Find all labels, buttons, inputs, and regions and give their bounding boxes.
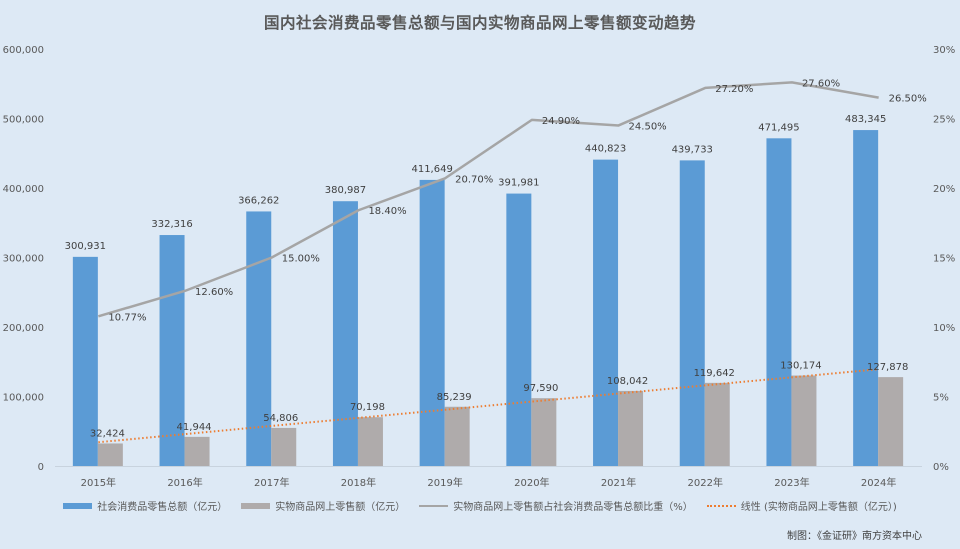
- online-retail-label: 54,806: [263, 413, 298, 424]
- retail-total-label: 300,931: [65, 241, 106, 252]
- linear-trendline: [98, 368, 879, 444]
- online-retail-bar[interactable]: [704, 382, 730, 466]
- right-axis-tick: 30%: [933, 45, 955, 56]
- retail-total-bar[interactable]: [246, 211, 272, 466]
- online-retail-label: 97,590: [523, 383, 558, 394]
- chart-credit: 制图：《金证研》南方资本中心: [787, 531, 922, 542]
- orange-dotted-line-swatch-icon: [706, 504, 736, 507]
- online-retail-bar[interactable]: [97, 443, 123, 466]
- online-retail-bar[interactable]: [184, 436, 210, 466]
- ratio-label: 20.70%: [455, 174, 493, 185]
- online-retail-bar[interactable]: [791, 375, 817, 466]
- gray-bar-swatch-icon: [241, 502, 271, 509]
- right-axis-tick: 15%: [933, 254, 955, 265]
- left-axis-tick: 0: [38, 462, 44, 473]
- x-axis-tick: 2016年: [167, 476, 202, 489]
- retail-total-bar[interactable]: [419, 179, 445, 467]
- x-axis-tick: 2017年: [254, 476, 289, 489]
- online-retail-label: 70,198: [350, 402, 385, 413]
- ratio-label: 10.77%: [108, 312, 146, 323]
- retail-total-label: 483,345: [845, 114, 886, 125]
- gray-line-swatch-icon: [419, 504, 449, 507]
- retail-total-label: 380,987: [325, 185, 366, 196]
- online-retail-bar[interactable]: [444, 406, 470, 466]
- right-axis-tick: 0%: [933, 462, 949, 473]
- x-axis: 2015年 2016年 2017年 2018年 2019年 2020年 2021年 2022年…: [81, 476, 897, 489]
- ratio-label: 24.90%: [542, 116, 580, 127]
- right-axis-tick: 5%: [933, 393, 949, 404]
- ratio-label: 12.60%: [195, 287, 233, 298]
- ratio-line-series: [97, 81, 879, 318]
- online-retail-bar[interactable]: [618, 390, 644, 466]
- x-axis-tick: 2020年: [514, 476, 549, 489]
- retail-total-bar[interactable]: [159, 235, 185, 466]
- retail-total-label: 439,733: [672, 144, 713, 155]
- online-retail-bar[interactable]: [271, 427, 297, 466]
- x-axis-tick: 2018年: [341, 476, 376, 489]
- x-axis-tick: 2015年: [81, 476, 116, 489]
- x-axis-tick: 2024年: [861, 476, 896, 489]
- retail-total-bar[interactable]: [593, 159, 619, 466]
- retail-total-label: 440,823: [585, 144, 626, 155]
- left-axis-tick: 100,000: [3, 393, 44, 404]
- retail-total-bar[interactable]: [72, 256, 98, 466]
- ratio-label: 15.00%: [282, 254, 320, 265]
- bar-series: [72, 130, 904, 467]
- retail-total-label: 366,262: [238, 195, 279, 206]
- right-y-axis: 0% 5% 10% 15% 20% 25% 30%: [933, 45, 955, 473]
- left-axis-tick: 300,000: [3, 254, 44, 265]
- right-axis-tick: 10%: [933, 323, 955, 334]
- online-retail-label: 108,042: [607, 376, 648, 387]
- online-retail-label: 85,239: [437, 392, 472, 403]
- retail-total-bar[interactable]: [853, 130, 879, 466]
- ratio-label: 24.50%: [629, 121, 667, 132]
- retail-total-bar[interactable]: [766, 138, 792, 466]
- right-axis-tick: 20%: [933, 184, 955, 195]
- chart-title: 国内社会消费品零售总额与国内实物商品网上零售额变动趋势: [263, 14, 696, 32]
- online-retail-label: 41,944: [177, 422, 212, 433]
- online-retail-label: 127,878: [867, 362, 908, 373]
- legend-item-online-retail[interactable]: 实物商品网上零售额（亿元）: [241, 498, 405, 513]
- right-axis-tick: 25%: [933, 115, 955, 126]
- online-retail-bar[interactable]: [878, 377, 904, 466]
- ratio-label: 26.50%: [889, 94, 927, 105]
- left-axis-tick: 200,000: [3, 323, 44, 334]
- retail-total-bar[interactable]: [679, 160, 705, 466]
- retail-total-label: 471,495: [758, 122, 799, 133]
- online-retail-label: 32,424: [90, 428, 125, 439]
- x-axis-tick: 2022年: [688, 476, 723, 489]
- ratio-line[interactable]: [97, 81, 879, 318]
- retail-total-label: 391,981: [498, 178, 539, 189]
- trendline-series: [98, 368, 879, 444]
- left-axis-tick: 500,000: [3, 115, 44, 126]
- retail-total-bar[interactable]: [506, 193, 532, 466]
- legend-item-retail-total[interactable]: 社会消费品零售总额（亿元）: [63, 498, 227, 513]
- legend: 社会消费品零售总额（亿元） 实物商品网上零售额（亿元） 实物商品网上零售额占社会…: [0, 498, 960, 513]
- left-axis-tick: 600,000: [3, 45, 44, 56]
- x-axis-tick: 2021年: [601, 476, 636, 489]
- ratio-label: 27.20%: [715, 84, 753, 95]
- retail-total-label: 411,649: [411, 164, 452, 175]
- x-axis-tick: 2023年: [774, 476, 809, 489]
- ratio-label: 18.40%: [368, 206, 406, 217]
- ratio-label: 27.60%: [802, 78, 840, 89]
- online-retail-label: 119,642: [694, 368, 735, 379]
- x-axis-tick: 2019年: [427, 476, 462, 489]
- retail-total-bar[interactable]: [332, 201, 358, 466]
- online-retail-bar[interactable]: [357, 417, 383, 466]
- left-axis-tick: 400,000: [3, 184, 44, 195]
- blue-bar-swatch-icon: [63, 502, 93, 509]
- legend-item-trendline[interactable]: 线性 (实物商品网上零售额（亿元）): [706, 498, 897, 513]
- online-retail-bar[interactable]: [531, 398, 557, 466]
- legend-item-ratio[interactable]: 实物商品网上零售额占社会消费品零售总额比重（%）: [419, 498, 693, 513]
- online-retail-label: 130,174: [780, 361, 821, 372]
- retail-total-label: 332,316: [151, 219, 192, 230]
- left-y-axis: 0 100,000 200,000 300,000 400,000 500,000 600,…: [3, 45, 44, 473]
- data-labels: 300,931 32,424 332,316 41,944 366,262 54,806 3…: [65, 78, 927, 439]
